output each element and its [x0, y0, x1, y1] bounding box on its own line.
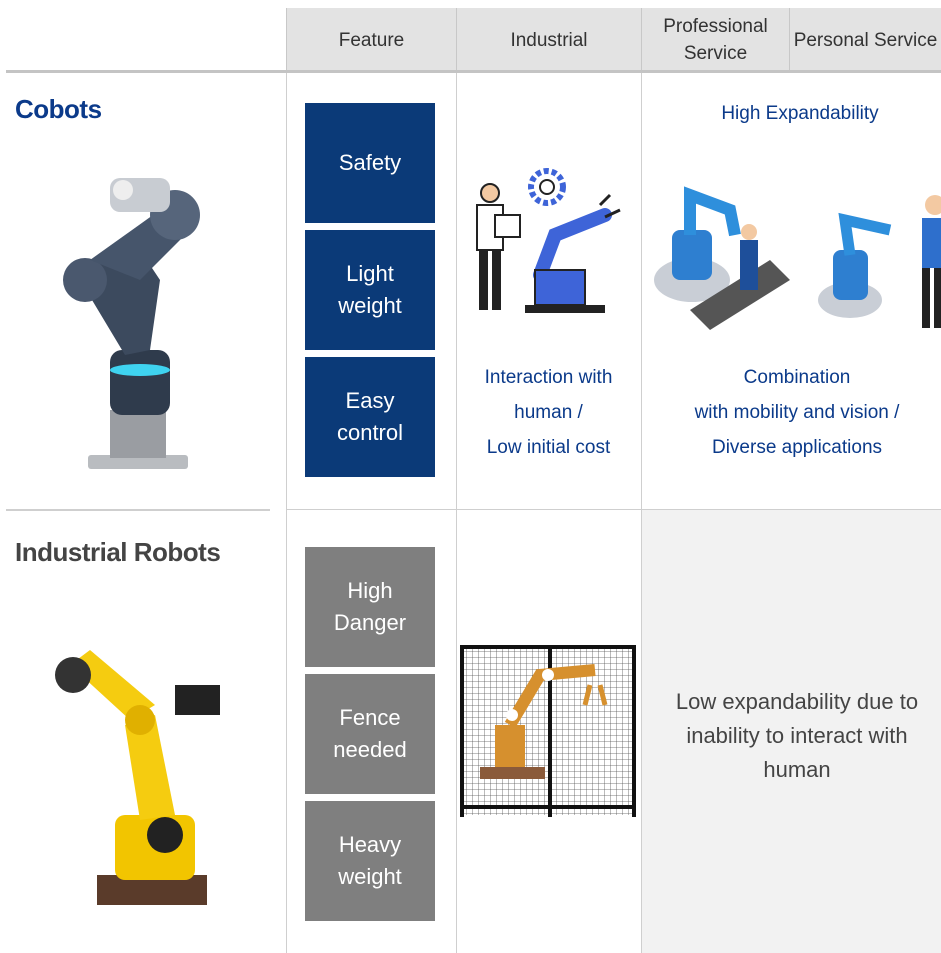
header-cell: Feature [286, 8, 456, 72]
cell-title: High Expandability [721, 103, 879, 124]
column-line [456, 73, 457, 953]
cobot-image [63, 178, 200, 469]
row-label: Cobots [15, 94, 102, 124]
industrial-robot-image [55, 650, 220, 905]
header-cell: Personal Service [789, 8, 941, 72]
cell-text: Interaction with human / Low initial cos… [484, 367, 613, 458]
feature-box: Heavy weight [305, 801, 435, 921]
header-cell: Professional Service [641, 8, 789, 72]
row-line [286, 509, 941, 510]
feature-box: Easy control [305, 357, 435, 477]
feature-box: Light weight [305, 230, 435, 350]
row-line [6, 509, 270, 511]
service-image [654, 186, 941, 330]
feature-box: Fence needed [305, 674, 435, 794]
fence-icon [460, 645, 636, 817]
column-line [641, 73, 642, 953]
header-cell: Industrial [456, 8, 641, 72]
feature-box: High Danger [305, 547, 435, 667]
header-rule [6, 70, 941, 73]
header-left [0, 8, 286, 72]
feature-box: Safety [305, 103, 435, 223]
cell-text: Combination with mobility and vision / D… [694, 367, 900, 458]
service-cell-bg [642, 510, 941, 953]
industrial-icon [476, 168, 621, 313]
row-label: Industrial Robots [15, 537, 221, 567]
cell-text: Low expandability due to inability to in… [675, 689, 919, 782]
column-line [286, 73, 287, 953]
